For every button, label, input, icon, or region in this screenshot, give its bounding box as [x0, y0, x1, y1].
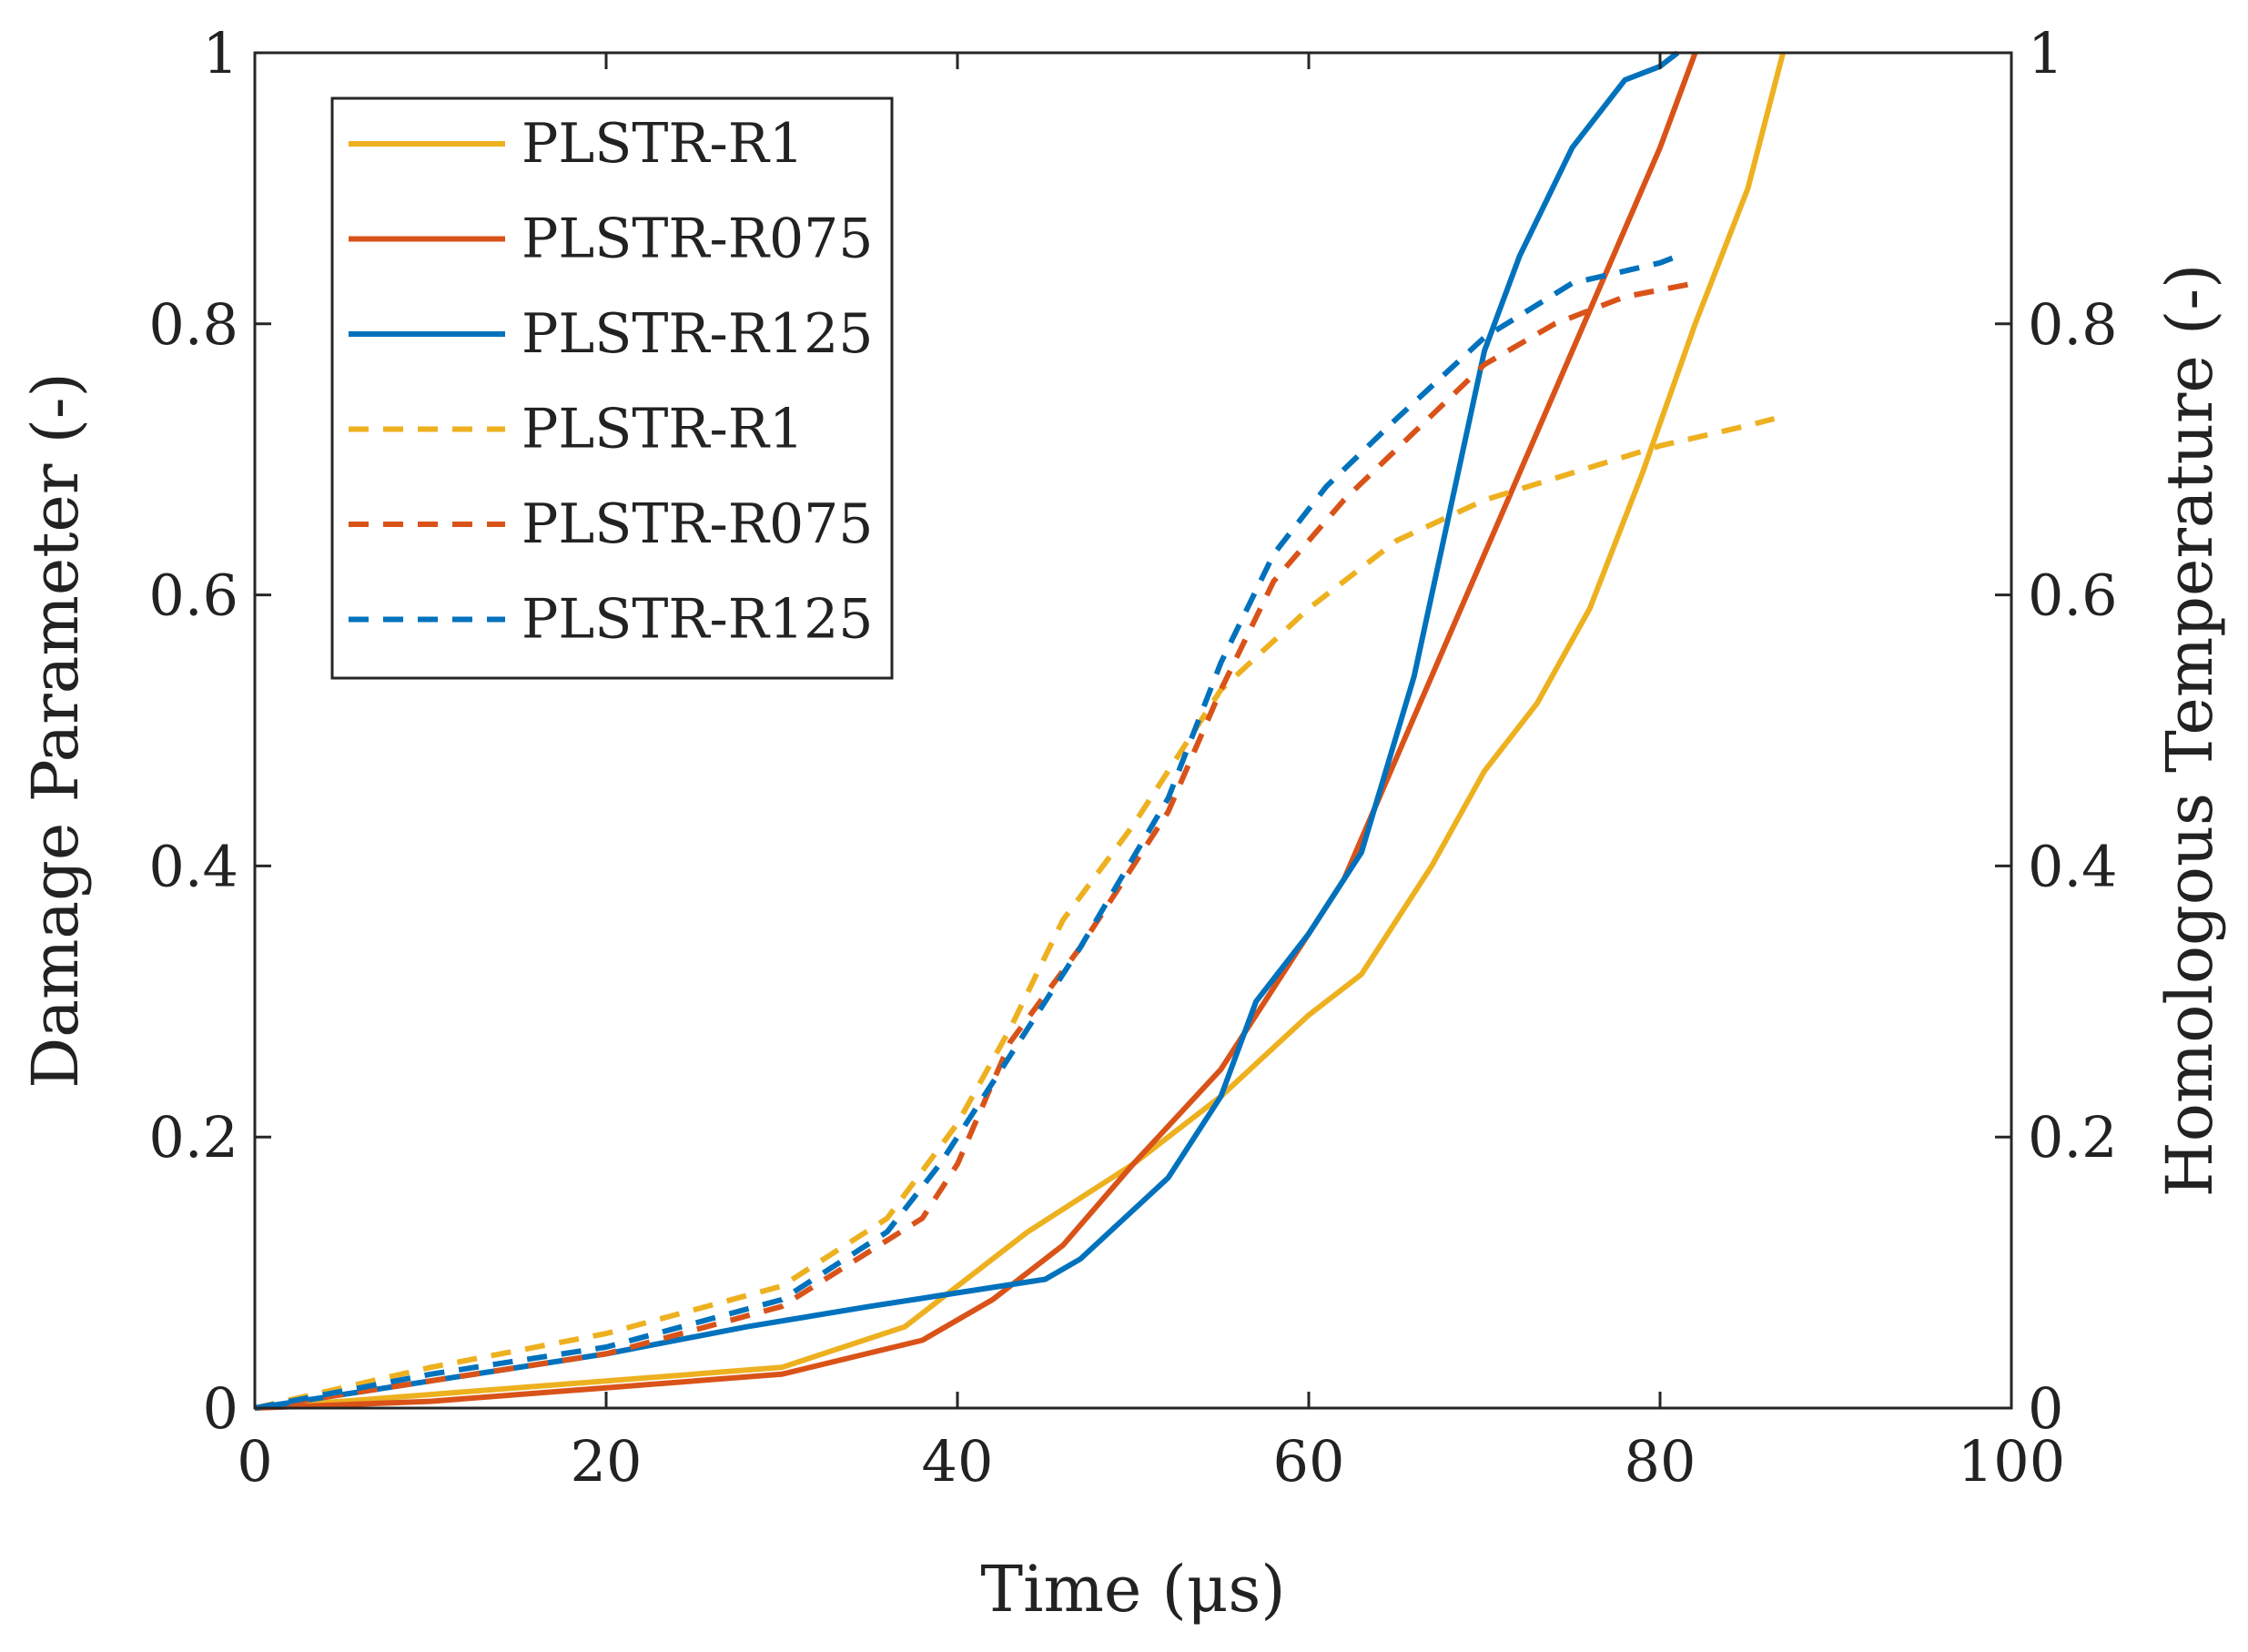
y-tick-label: 0 [203, 1375, 238, 1442]
legend-box [330, 96, 894, 680]
x-axis-label: Time (μs) [980, 1552, 1285, 1627]
legend-label: PLSTR-R125 [521, 588, 873, 652]
axes-box [253, 51, 2013, 1410]
series-line-dashed-plstr-r075 [254, 280, 1696, 1411]
y2-tick-label: 0.8 [2028, 291, 2118, 358]
series-line-solid-plstr-r1 [254, 52, 1787, 1411]
legend-label: PLSTR-R075 [521, 208, 873, 271]
series-line-dashed-plstr-r125 [254, 253, 1679, 1411]
x-tick-label: 80 [1625, 1428, 1696, 1495]
x-tick-label: 100 [1958, 1428, 2065, 1495]
y2-tick-label: 0.4 [2028, 833, 2118, 899]
y-tick-label: 0.8 [148, 291, 238, 358]
axis-labels: Time (μs) Damage Parameter (-) Homologou… [18, 264, 2227, 1627]
x-tick-label: 0 [237, 1428, 272, 1495]
legend-label: PLSTR-R1 [521, 112, 804, 176]
legend-label: PLSTR-R075 [521, 492, 873, 556]
series-line-solid-plstr-r125 [254, 50, 1680, 1411]
legend-label: PLSTR-R125 [521, 302, 873, 366]
y-tick-label: 0.6 [148, 562, 238, 629]
plot-lines [254, 50, 1787, 1411]
series-line-solid-plstr-r075 [254, 51, 1698, 1411]
y2-tick-label: 0.2 [2028, 1104, 2118, 1171]
y2-tick-label: 0.6 [2028, 562, 2118, 629]
y2-tick-label: 0 [2028, 1375, 2063, 1442]
series-line-dashed-plstr-r1 [254, 416, 1776, 1411]
x-tick-label: 60 [1273, 1428, 1345, 1495]
x-tick-label: 40 [922, 1428, 994, 1495]
y-tick-label: 0.4 [148, 833, 238, 899]
legend-label: PLSTR-R1 [521, 398, 804, 461]
legend: PLSTR-R1 PLSTR-R075 PLSTR-R125 PLSTR-R1 PLST… [330, 96, 894, 680]
y2-tick-label: 1 [2028, 20, 2063, 86]
x-tick-label: 20 [571, 1428, 643, 1495]
y-tick-label: 1 [203, 20, 238, 86]
y2-axis-label: Homologous Temperature (-) [2152, 264, 2227, 1198]
y-axis-label: Damage Parameter (-) [18, 372, 93, 1089]
y-tick-label: 0.2 [148, 1104, 238, 1171]
